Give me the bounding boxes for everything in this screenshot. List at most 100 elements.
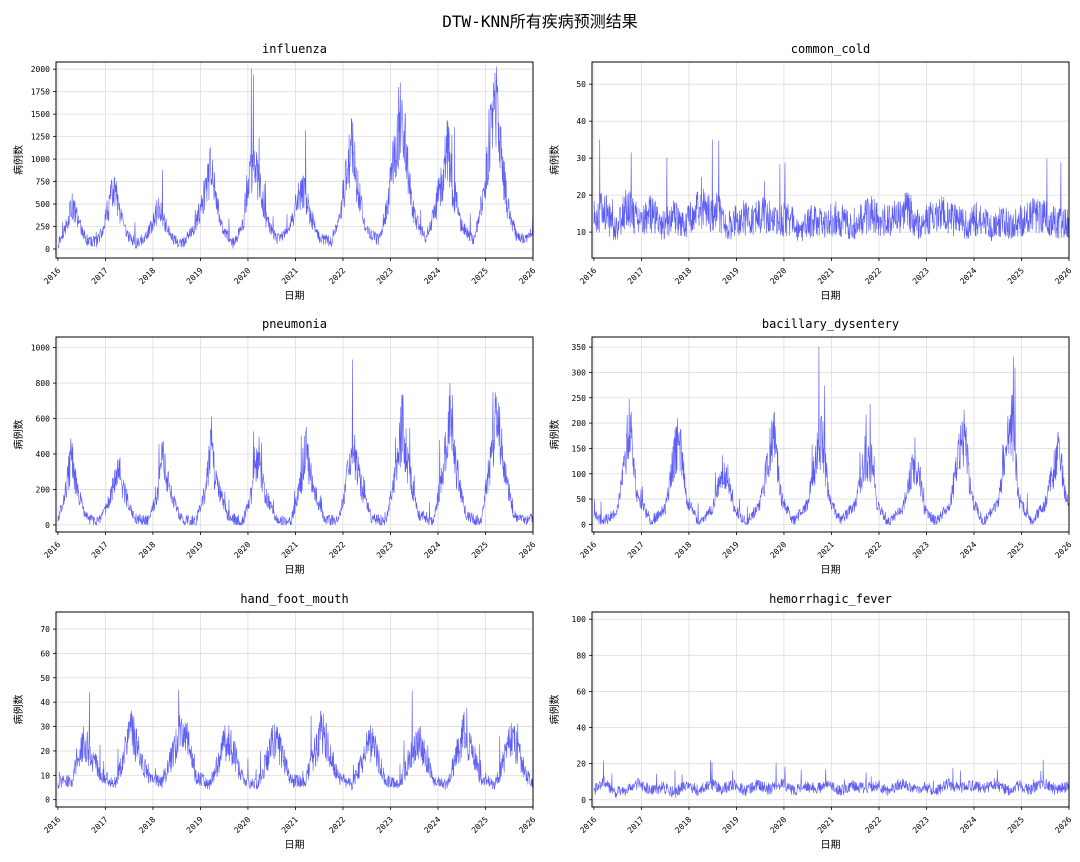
x-tick-label: 2020 (232, 815, 252, 835)
x-tick-label: 2021 (280, 540, 300, 560)
x-tick-label: 2019 (721, 266, 741, 286)
x-axis-label: 日期 (285, 564, 305, 576)
x-tick-label: 2019 (185, 540, 205, 560)
x-tick-label: 2016 (42, 815, 62, 835)
y-tick-label: 10 (576, 228, 586, 237)
x-axis-label: 日期 (285, 290, 305, 302)
y-tick-label: 20 (576, 191, 586, 200)
x-tick-label: 2022 (327, 266, 347, 286)
x-tick-label: 2019 (721, 815, 741, 835)
x-tick-label: 2018 (137, 540, 157, 560)
x-tick-label: 2022 (863, 815, 883, 835)
y-tick-label: 200 (572, 419, 587, 428)
x-tick-label: 2023 (911, 266, 931, 286)
plot-frame (55, 611, 534, 808)
x-tick-label: 2017 (626, 266, 646, 286)
y-tick-label: 100 (572, 615, 587, 624)
x-tick-label: 2025 (1006, 540, 1026, 560)
y-tick-label: 0 (45, 521, 50, 530)
subplot-title: bacillary_dysentery (762, 317, 899, 331)
y-axis-label: 病例数 (12, 420, 25, 450)
x-tick-label: 2019 (185, 266, 205, 286)
x-tick-label: 2025 (470, 266, 490, 286)
subplot-hand-foot-mouth: 0 10 20 30 40 50 60 70 2016 2017 2018 2019 2020 2021 2… (12, 592, 538, 851)
x-tick-label: 2024 (422, 815, 442, 835)
y-tick-label: 1000 (31, 344, 50, 353)
subplot-title: hemorrhagic_fever (769, 592, 892, 606)
x-tick-label: 2018 (137, 266, 157, 286)
y-tick-label: 60 (40, 649, 50, 658)
x-tick-label: 2022 (327, 540, 347, 560)
x-tick-label: 2026 (1053, 815, 1073, 835)
x-tick-label: 2026 (517, 540, 537, 560)
y-tick-label: 750 (36, 178, 51, 187)
y-tick-label: 0 (45, 796, 50, 805)
plot-frame (55, 336, 534, 533)
y-tick-label: 40 (576, 724, 586, 733)
x-tick-label: 2024 (958, 266, 978, 286)
x-tick-label: 2022 (863, 266, 883, 286)
y-tick-label: 60 (576, 687, 586, 696)
x-tick-label: 2022 (863, 540, 883, 560)
x-tick-label: 2024 (958, 540, 978, 560)
x-tick-label: 2018 (673, 815, 693, 835)
y-tick-label: 10 (40, 771, 50, 780)
y-tick-label: 250 (36, 223, 51, 232)
y-tick-label: 0 (581, 796, 586, 805)
y-tick-label: 30 (40, 723, 50, 732)
y-tick-label: 1250 (31, 133, 50, 142)
x-tick-label: 2017 (626, 815, 646, 835)
y-tick-label: 20 (40, 747, 50, 756)
x-tick-label: 2023 (911, 815, 931, 835)
y-tick-label: 1000 (31, 155, 50, 164)
y-tick-label: 2000 (31, 65, 50, 74)
plot-frame (591, 61, 1070, 259)
x-tick-label: 2016 (578, 266, 598, 286)
y-axis-label: 病例数 (12, 695, 25, 725)
x-tick-label: 2026 (1053, 266, 1073, 286)
x-tick-label: 2018 (137, 815, 157, 835)
x-tick-label: 2018 (673, 266, 693, 286)
y-tick-label: 250 (572, 394, 587, 403)
y-axis-label: 病例数 (548, 145, 561, 175)
x-tick-label: 2026 (1053, 540, 1073, 560)
subplot-pneumonia: 0 200 400 600 800 1000 2016 2017 2018 2019 2020 202… (12, 317, 538, 576)
subplot-common-cold: 10 20 30 40 50 2016 2017 2018 2019 2020 2021 2022 20… (548, 42, 1074, 302)
y-tick-label: 800 (36, 379, 51, 388)
subplot-title: hand_foot_mouth (240, 592, 348, 606)
y-tick-label: 500 (36, 200, 51, 209)
subplot-influenza: 0 250 500 750 1000 1250 1500 1750 2000 2016 2017 20… (12, 42, 538, 302)
x-tick-label: 2022 (327, 815, 347, 835)
x-axis-label: 日期 (821, 839, 841, 851)
x-tick-label: 2016 (578, 540, 598, 560)
x-tick-label: 2019 (721, 540, 741, 560)
x-tick-label: 2021 (280, 266, 300, 286)
x-tick-label: 2026 (517, 815, 537, 835)
x-tick-label: 2020 (768, 540, 788, 560)
series-line (57, 689, 533, 791)
y-tick-label: 200 (36, 485, 51, 494)
x-tick-label: 2024 (422, 540, 442, 560)
x-tick-label: 2021 (816, 815, 836, 835)
y-tick-label: 30 (576, 154, 586, 163)
x-tick-label: 2017 (90, 815, 110, 835)
y-tick-label: 20 (576, 760, 586, 769)
y-tick-label: 100 (572, 470, 587, 479)
x-axis-label: 日期 (285, 839, 305, 851)
x-tick-label: 2021 (816, 540, 836, 560)
plot-frame (55, 61, 534, 259)
x-tick-label: 2025 (470, 540, 490, 560)
y-tick-label: 50 (40, 674, 50, 683)
series-line (593, 759, 1069, 799)
x-tick-label: 2020 (768, 815, 788, 835)
x-tick-label: 2019 (185, 815, 205, 835)
y-tick-label: 400 (36, 450, 51, 459)
x-tick-label: 2021 (280, 815, 300, 835)
x-tick-label: 2020 (232, 266, 252, 286)
x-tick-label: 2023 (375, 266, 395, 286)
x-tick-label: 2025 (1006, 815, 1026, 835)
y-tick-label: 300 (572, 368, 587, 377)
x-tick-label: 2021 (816, 266, 836, 286)
x-tick-label: 2023 (375, 815, 395, 835)
